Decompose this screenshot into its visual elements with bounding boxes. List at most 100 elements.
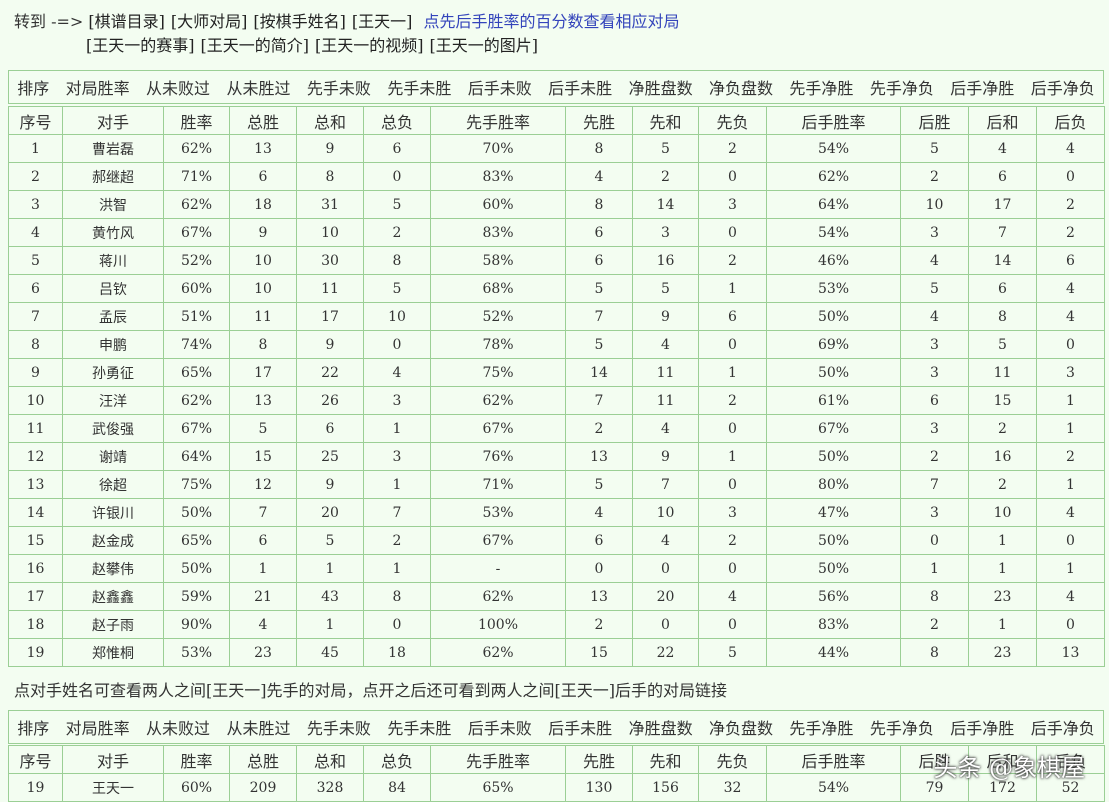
sort-option[interactable]: 后手未胜 xyxy=(548,79,613,98)
data-cell[interactable]: 71% xyxy=(430,470,566,499)
nav-link[interactable]: [按棋手姓名] xyxy=(253,12,346,31)
data-cell[interactable]: 62% xyxy=(430,386,566,415)
data-cell[interactable]: 83% xyxy=(430,218,566,247)
sort-option[interactable]: 净胜盘数 xyxy=(628,719,693,738)
data-cell[interactable]: 50% xyxy=(766,554,901,583)
sort-option[interactable]: 净负盘数 xyxy=(709,719,774,738)
data-cell[interactable]: 65% xyxy=(430,773,566,802)
data-cell: 20 xyxy=(632,582,699,611)
data-cell[interactable]: 67% xyxy=(766,414,901,443)
data-cell: 4 xyxy=(632,414,699,443)
opponent-cell[interactable]: 赵金成 xyxy=(62,526,164,555)
data-cell[interactable]: 67% xyxy=(430,526,566,555)
data-cell[interactable]: 50% xyxy=(766,302,901,331)
data-cell[interactable]: 50% xyxy=(766,526,901,555)
nav-link[interactable]: [王天一的赛事] xyxy=(86,36,195,55)
nav-link[interactable]: [大师对局] xyxy=(170,12,248,31)
sort-option[interactable]: 先手未胜 xyxy=(387,719,452,738)
sort-option[interactable]: 对局胜率 xyxy=(65,79,130,98)
opponent-cell[interactable]: 申鹏 xyxy=(62,330,164,359)
data-cell[interactable]: 60% xyxy=(430,190,566,219)
opponent-cell[interactable]: 黄竹风 xyxy=(62,218,164,247)
sort-option[interactable]: 后手净胜 xyxy=(950,719,1015,738)
data-cell[interactable]: 70% xyxy=(430,134,566,163)
sort-option[interactable]: 后手净负 xyxy=(1030,719,1095,738)
data-cell[interactable]: 69% xyxy=(766,330,901,359)
opponent-cell[interactable]: 蒋川 xyxy=(62,246,164,275)
data-cell[interactable]: 62% xyxy=(430,582,566,611)
sort-option[interactable]: 从未胜过 xyxy=(226,79,291,98)
data-cell[interactable]: 54% xyxy=(766,134,901,163)
data-cell: 75% xyxy=(163,470,230,499)
data-cell[interactable]: 61% xyxy=(766,386,901,415)
data-cell[interactable]: 64% xyxy=(766,190,901,219)
opponent-cell[interactable]: 许银川 xyxy=(62,498,164,527)
data-cell[interactable]: 54% xyxy=(766,773,901,802)
data-cell[interactable]: 80% xyxy=(766,470,901,499)
data-cell[interactable]: 68% xyxy=(430,274,566,303)
sort-option[interactable]: 从未败过 xyxy=(146,79,211,98)
sort-option[interactable]: 净胜盘数 xyxy=(628,79,693,98)
data-cell[interactable]: 62% xyxy=(766,162,901,191)
data-cell[interactable]: 100% xyxy=(430,610,566,639)
sort-option[interactable]: 后手净负 xyxy=(1030,79,1095,98)
data-cell[interactable]: 47% xyxy=(766,498,901,527)
sort-option[interactable]: 先手净胜 xyxy=(789,719,854,738)
opponent-cell[interactable]: 赵攀伟 xyxy=(62,554,164,583)
opponent-cell[interactable]: 洪智 xyxy=(62,190,164,219)
nav-link[interactable]: [棋谱目录] xyxy=(88,12,165,31)
sort-option[interactable]: 先手未胜 xyxy=(387,79,452,98)
data-cell: 14 xyxy=(8,498,63,527)
opponent-cell[interactable]: 孟辰 xyxy=(62,302,164,331)
opponent-cell[interactable]: 汪洋 xyxy=(62,386,164,415)
sort-option[interactable]: 先手未败 xyxy=(306,79,371,98)
data-cell[interactable]: 62% xyxy=(430,638,566,667)
nav-link[interactable]: [王天一] xyxy=(351,12,413,31)
opponent-cell[interactable]: 曹岩磊 xyxy=(62,134,164,163)
sort-option[interactable]: 净负盘数 xyxy=(709,79,774,98)
sort-option[interactable]: 从未胜过 xyxy=(226,719,291,738)
sort-option[interactable]: 从未败过 xyxy=(146,719,211,738)
data-cell[interactable]: 76% xyxy=(430,442,566,471)
opponent-cell[interactable]: 郝继超 xyxy=(62,162,164,191)
data-cell: 9 xyxy=(8,358,63,387)
nav-link[interactable]: [王天一的视频] xyxy=(315,36,424,55)
data-cell: 43 xyxy=(296,582,364,611)
data-cell[interactable]: 50% xyxy=(766,358,901,387)
data-cell[interactable]: 56% xyxy=(766,582,901,611)
data-cell[interactable]: 44% xyxy=(766,638,901,667)
sort-option[interactable]: 先手净负 xyxy=(869,79,934,98)
data-cell[interactable]: 78% xyxy=(430,330,566,359)
data-cell[interactable]: 52% xyxy=(430,302,566,331)
sort-option[interactable]: 后手未败 xyxy=(467,719,532,738)
sort-option[interactable]: 对局胜率 xyxy=(65,719,130,738)
opponent-cell[interactable]: 赵鑫鑫 xyxy=(62,582,164,611)
sort-option[interactable]: 后手未败 xyxy=(467,79,532,98)
nav-link[interactable]: [王天一的简介] xyxy=(200,36,310,55)
data-cell[interactable]: 50% xyxy=(766,442,901,471)
opponent-cell[interactable]: 王天一 xyxy=(62,773,164,802)
opponent-cell[interactable]: 吕钦 xyxy=(62,274,164,303)
data-cell[interactable]: 53% xyxy=(766,274,901,303)
opponent-cell[interactable]: 孙勇征 xyxy=(62,358,164,387)
data-cell[interactable]: 75% xyxy=(430,358,566,387)
data-cell[interactable]: 58% xyxy=(430,246,566,275)
data-cell[interactable]: 83% xyxy=(430,162,566,191)
data-cell[interactable]: 53% xyxy=(430,498,566,527)
sort-option[interactable]: 先手未败 xyxy=(306,719,371,738)
opponent-cell[interactable]: 谢靖 xyxy=(62,442,164,471)
sort-option[interactable]: 先手净负 xyxy=(869,719,934,738)
opponent-cell[interactable]: 徐超 xyxy=(62,470,164,499)
sort-option[interactable]: 后手净胜 xyxy=(950,79,1015,98)
sort-option[interactable]: 后手未胜 xyxy=(548,719,613,738)
nav-link[interactable]: [王天一的图片] xyxy=(429,36,539,55)
opponent-cell[interactable]: 赵子雨 xyxy=(62,610,164,639)
data-cell[interactable]: 83% xyxy=(766,610,901,639)
opponent-cell[interactable]: 郑惟桐 xyxy=(62,638,164,667)
data-cell[interactable]: 54% xyxy=(766,218,901,247)
data-cell[interactable]: - xyxy=(430,554,566,583)
opponent-cell[interactable]: 武俊强 xyxy=(62,414,164,443)
sort-option[interactable]: 先手净胜 xyxy=(789,79,854,98)
data-cell[interactable]: 67% xyxy=(430,414,566,443)
data-cell[interactable]: 46% xyxy=(766,246,901,275)
